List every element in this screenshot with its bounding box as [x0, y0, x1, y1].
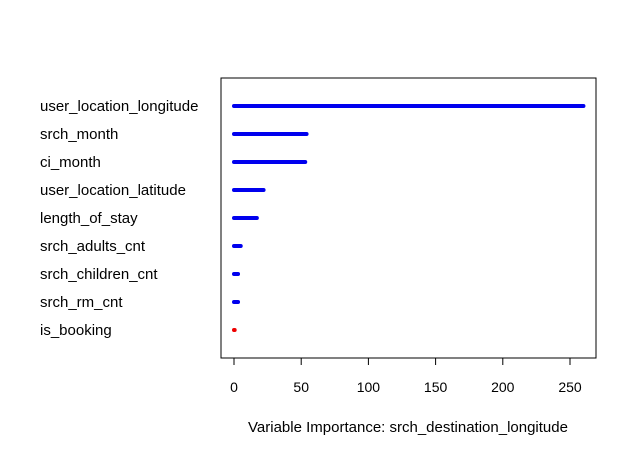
bars-group: [232, 104, 586, 332]
category-label-srch-children-cnt: srch_children_cnt: [40, 266, 158, 283]
x-tick-label-150: 150: [424, 379, 448, 395]
x-tick-label-200: 200: [491, 379, 515, 395]
x-axis-label: Variable Importance: srch_destination_lo…: [248, 419, 568, 436]
x-axis: 0 50 100 150 200 250: [230, 357, 582, 395]
x-tick-label-50: 50: [293, 379, 309, 395]
x-tick-label-100: 100: [357, 379, 381, 395]
x-tick-label-250: 250: [558, 379, 582, 395]
plot-frame: [220, 77, 597, 359]
category-label-length-of-stay: length_of_stay: [40, 210, 138, 227]
category-label-is-booking: is_booking: [40, 322, 112, 339]
category-labels: user_location_longitude srch_month ci_mont…: [40, 98, 198, 339]
x-tick-label-0: 0: [230, 379, 238, 395]
category-label-srch-month: srch_month: [40, 126, 118, 143]
category-label-srch-rm-cnt: srch_rm_cnt: [40, 294, 123, 311]
category-label-srch-adults-cnt: srch_adults_cnt: [40, 238, 146, 255]
category-label-user-location-longitude: user_location_longitude: [40, 98, 198, 115]
category-label-ci-month: ci_month: [40, 154, 101, 171]
category-label-user-location-latitude: user_location_latitude: [40, 182, 186, 199]
